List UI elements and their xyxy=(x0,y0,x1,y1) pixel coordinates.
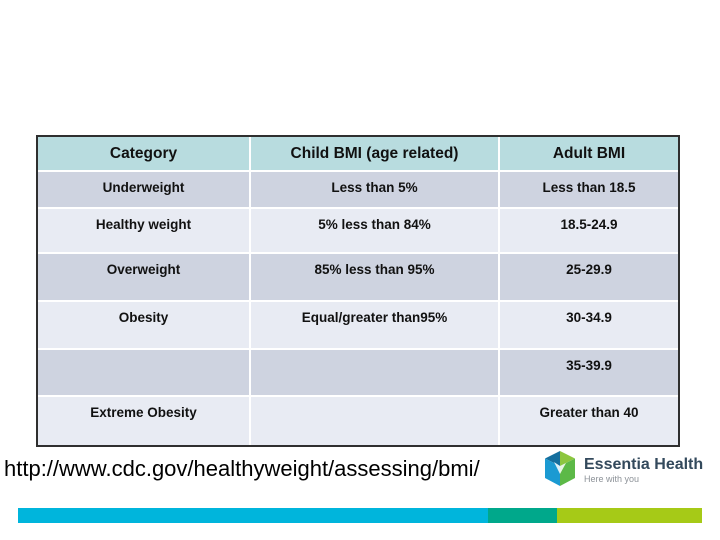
cell-child-bmi xyxy=(251,350,500,397)
cell-category: Underweight xyxy=(38,172,251,209)
table-row-obesity: Obesity Equal/greater than95% 30-34.9 xyxy=(38,302,678,350)
cell-child-bmi: Less than 5% xyxy=(251,172,500,209)
cell-category: Obesity xyxy=(38,302,251,350)
table-row-healthy-weight: Healthy weight 5% less than 84% 18.5-24.… xyxy=(38,209,678,254)
cell-adult-bmi: 18.5-24.9 xyxy=(500,209,678,254)
header-child-bmi: Child BMI (age related) xyxy=(251,137,500,172)
cell-category: Extreme Obesity xyxy=(38,397,251,445)
footer-bar-cyan-segment xyxy=(18,508,488,523)
table-row-overweight: Overweight 85% less than 95% 25-29.9 xyxy=(38,254,678,302)
cell-category: Healthy weight xyxy=(38,209,251,254)
footer-bar-green-segment xyxy=(557,508,702,523)
cell-adult-bmi: Greater than 40 xyxy=(500,397,678,445)
logo-name: Essentia Health xyxy=(584,456,704,473)
cell-adult-bmi: 30-34.9 xyxy=(500,302,678,350)
footer-bar-teal-segment xyxy=(488,508,557,523)
cell-category xyxy=(38,350,251,397)
cell-adult-bmi: 35-39.9 xyxy=(500,350,678,397)
header-category: Category xyxy=(38,137,251,172)
table-row-35-39: 35-39.9 xyxy=(38,350,678,397)
source-url-link[interactable]: http://www.cdc.gov/healthyweight/assessi… xyxy=(4,456,480,481)
cell-child-bmi xyxy=(251,397,500,445)
essentia-health-logo: Essentia Health Here with you xyxy=(544,451,703,490)
cell-adult-bmi: Less than 18.5 xyxy=(500,172,678,209)
logo-tagline: Here with you xyxy=(584,474,640,484)
bmi-table: Category Child BMI (age related) Adult B… xyxy=(36,135,680,447)
cell-child-bmi: 85% less than 95% xyxy=(251,254,500,302)
table-row-extreme-obesity: Extreme Obesity Greater than 40 xyxy=(38,397,678,445)
cell-adult-bmi: 25-29.9 xyxy=(500,254,678,302)
cell-category: Overweight xyxy=(38,254,251,302)
cell-child-bmi: 5% less than 84% xyxy=(251,209,500,254)
header-adult-bmi: Adult BMI xyxy=(500,137,678,172)
table-row-underweight: Underweight Less than 5% Less than 18.5 xyxy=(38,172,678,209)
cell-child-bmi: Equal/greater than95% xyxy=(251,302,500,350)
table-header-row: Category Child BMI (age related) Adult B… xyxy=(38,137,678,172)
essentia-cube-icon xyxy=(545,451,575,486)
logo-text-block: Essentia Health Here with you xyxy=(584,451,703,485)
